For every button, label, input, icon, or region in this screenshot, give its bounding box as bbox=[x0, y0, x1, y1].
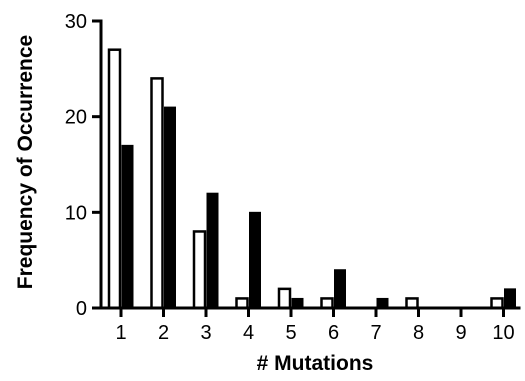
x-tick-label-3: 3 bbox=[200, 322, 211, 344]
bar-open-5 bbox=[277, 287, 292, 310]
x-tick-label-7: 7 bbox=[370, 322, 381, 344]
x-axis-title: # Mutations bbox=[257, 352, 374, 375]
x-tick-label-10: 10 bbox=[492, 322, 514, 344]
axes-group: 0 10 20 30 1 2 3 4 5 6 7 8 9 10 bbox=[65, 11, 521, 344]
y-tick-label-0: 0 bbox=[76, 298, 87, 320]
y-tick-label-30: 30 bbox=[65, 11, 87, 33]
bar-filled-6 bbox=[334, 269, 346, 309]
bar-filled-1 bbox=[121, 144, 134, 309]
y-tick-label-10: 10 bbox=[65, 202, 87, 224]
bar-filled-2 bbox=[164, 106, 176, 309]
x-tick-label-8: 8 bbox=[413, 322, 424, 344]
bar-filled-3 bbox=[206, 192, 219, 309]
y-axis-title: Frequency of Occurrence bbox=[14, 35, 37, 289]
x-tick-label-4: 4 bbox=[243, 322, 254, 344]
y-tick-label-20: 20 bbox=[65, 107, 87, 129]
bar-open-2 bbox=[150, 77, 164, 310]
bar-filled-10 bbox=[504, 288, 516, 309]
bar-open-1 bbox=[107, 48, 122, 310]
bar-filled-4 bbox=[249, 211, 261, 309]
bar-open-3 bbox=[192, 230, 207, 310]
x-tick-label-9: 9 bbox=[455, 322, 466, 344]
x-tick-label-6: 6 bbox=[328, 322, 339, 344]
x-tick-label-2: 2 bbox=[158, 322, 169, 344]
x-tick-label-1: 1 bbox=[115, 322, 126, 344]
x-tick-label-5: 5 bbox=[285, 322, 296, 344]
bars-group bbox=[107, 48, 516, 310]
